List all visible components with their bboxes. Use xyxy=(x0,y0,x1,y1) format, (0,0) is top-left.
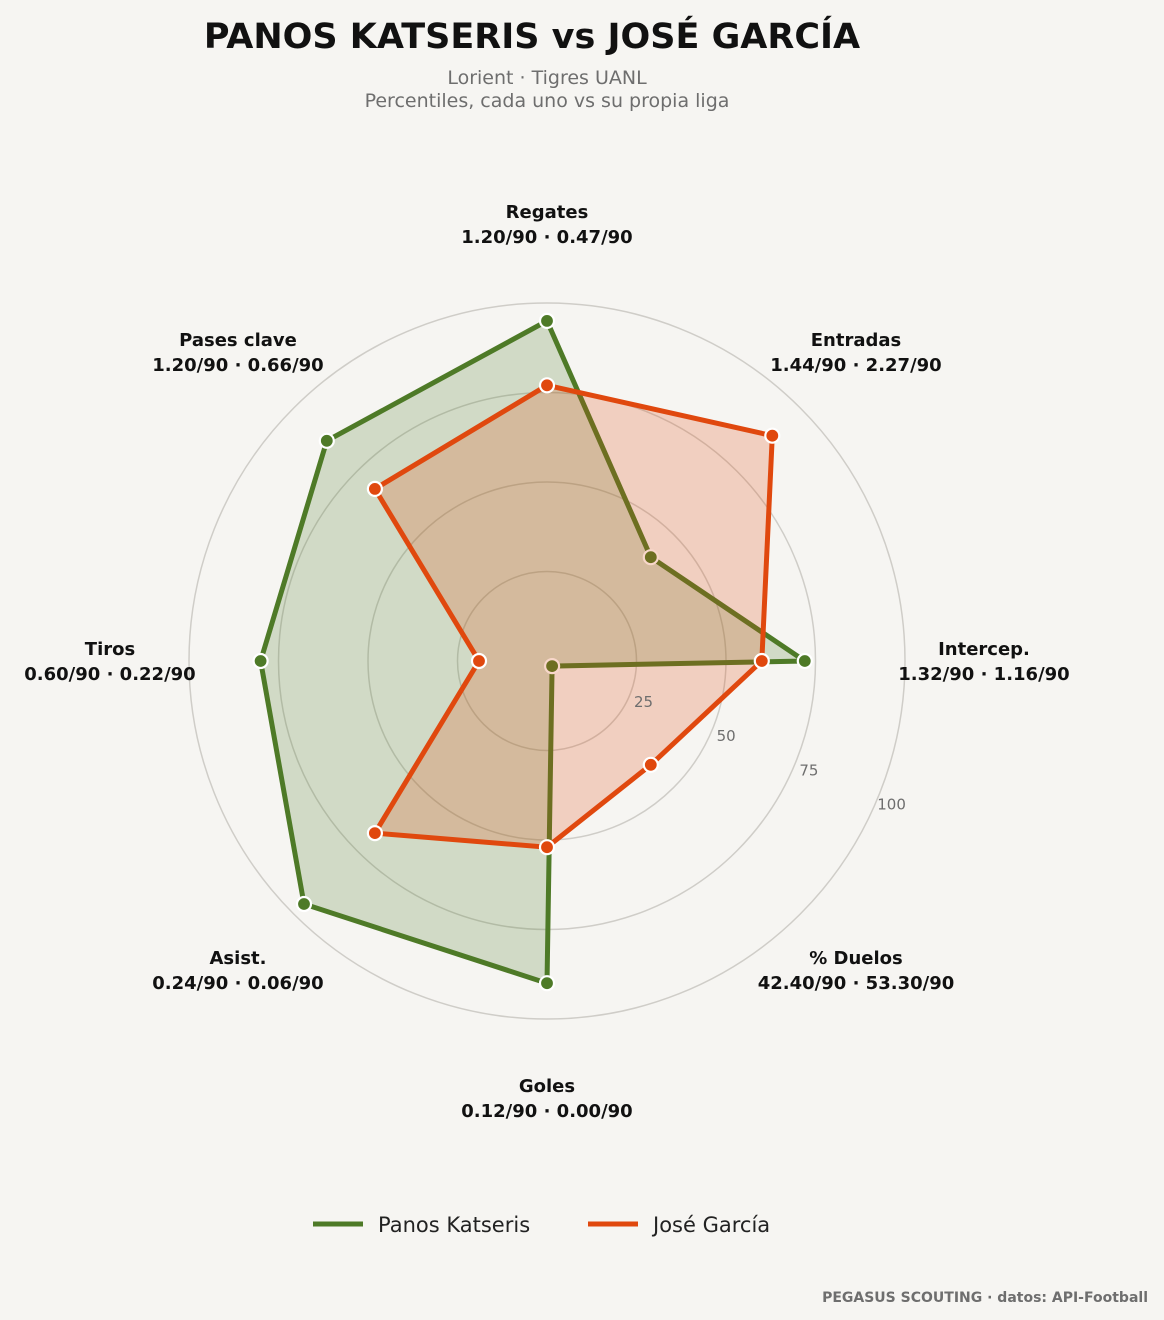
axis-values-2: 1.32/90 · 1.16/90 xyxy=(898,664,1069,685)
tick-label-50: 50 xyxy=(717,727,736,745)
series-0-point-6 xyxy=(252,652,269,670)
series-0-point-5 xyxy=(295,895,313,913)
series-1-point-2 xyxy=(753,652,770,670)
grid-ring-25 xyxy=(456,570,638,752)
tick-label-75: 75 xyxy=(799,762,818,780)
axis-values-4: 0.12/90 · 0.00/90 xyxy=(461,1101,632,1122)
legend: Panos Katseris José García xyxy=(313,1213,770,1237)
tick-label-100: 100 xyxy=(877,796,906,814)
series-0-point-2 xyxy=(796,652,813,670)
axis-label-4: Goles xyxy=(519,1076,575,1097)
grid-ring-100 xyxy=(188,302,906,1020)
series-0-point-1 xyxy=(642,549,659,566)
axis-label-3: % Duelos xyxy=(809,948,903,969)
series-0-point-4 xyxy=(538,975,556,992)
axis-values-6: 0.60/90 · 0.22/90 xyxy=(24,664,195,685)
legend-label-1: José García xyxy=(651,1213,770,1237)
series-1-point-6 xyxy=(470,652,488,670)
series-0-point-3 xyxy=(543,657,561,675)
series-1-point-7 xyxy=(366,480,383,497)
series-1-point-0 xyxy=(538,377,556,394)
series-0-point-7 xyxy=(318,432,335,449)
chart-subtitle-teams: Lorient · Tigres UANL xyxy=(447,67,647,89)
axis-values-0: 1.20/90 · 0.47/90 xyxy=(461,227,632,248)
chart-subtitle-note: Percentiles, cada uno vs su propia liga xyxy=(365,90,730,112)
series-area-1 xyxy=(374,385,773,848)
series-area-0 xyxy=(260,320,805,984)
axis-label-7: Pases clave xyxy=(179,330,297,351)
legend-label-0: Panos Katseris xyxy=(378,1213,530,1237)
chart-title: PANOS KATSERIS vs JOSÉ GARCÍA xyxy=(204,15,860,57)
axis-label-6: Tiros xyxy=(85,639,135,660)
radar-axis-labels: Regates 1.20/90 · 0.47/90 Entradas 1.44/90 … xyxy=(24,202,1069,1122)
tick-label-25: 25 xyxy=(634,693,653,711)
series-1-point-1 xyxy=(764,427,781,444)
axis-label-1: Entradas xyxy=(811,330,901,351)
axis-values-5: 0.24/90 · 0.06/90 xyxy=(152,973,323,994)
axis-values-7: 1.20/90 · 0.66/90 xyxy=(152,355,323,376)
axis-label-5: Asist. xyxy=(210,948,267,969)
credit-text: PEGASUS SCOUTING · datos: API-Football xyxy=(822,1290,1148,1306)
series-0-point-0 xyxy=(538,312,556,329)
radar-series xyxy=(252,312,813,992)
axis-label-2: Intercep. xyxy=(938,639,1030,660)
axis-label-0: Regates xyxy=(506,202,589,223)
series-1-point-5 xyxy=(366,824,383,842)
axis-values-1: 1.44/90 · 2.27/90 xyxy=(770,355,941,376)
radar-tick-labels: 25 50 75 100 xyxy=(634,693,906,814)
series-1-point-3 xyxy=(642,756,659,773)
axis-values-3: 42.40/90 · 53.30/90 xyxy=(758,973,955,994)
series-1-point-4 xyxy=(538,839,556,856)
